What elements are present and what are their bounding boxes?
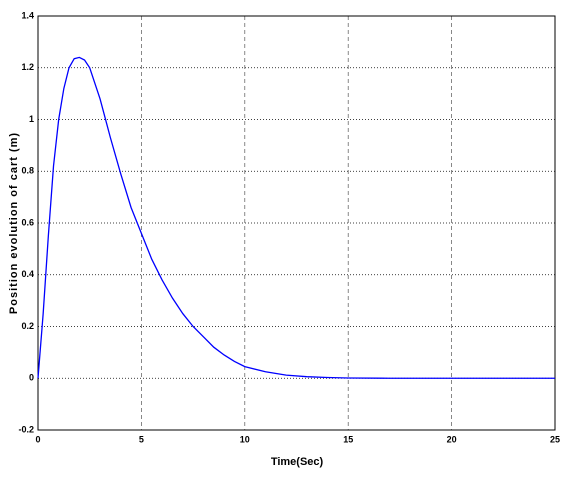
x-axis-label: Time(Sec) bbox=[271, 456, 324, 468]
y-tick-label: 0.6 bbox=[21, 217, 34, 227]
y-tick-label: 0.8 bbox=[21, 166, 34, 176]
y-tick-label: 1.2 bbox=[21, 62, 34, 72]
plot-frame bbox=[37, 15, 556, 431]
x-tick-label: 10 bbox=[240, 434, 250, 444]
y-tick-label: 1 bbox=[29, 114, 34, 124]
y-tick-label: -0.2 bbox=[18, 424, 34, 434]
x-tick-label: 20 bbox=[447, 434, 457, 444]
x-tick-label: 0 bbox=[35, 434, 40, 444]
y-axis-label: Position evolution of cart (m) bbox=[8, 132, 20, 314]
x-tick-label: 25 bbox=[550, 434, 560, 444]
x-tick-label: 5 bbox=[139, 434, 144, 444]
y-tick-label: 1.4 bbox=[21, 10, 34, 20]
y-tick-label: 0.2 bbox=[21, 321, 34, 331]
x-tick-label: 15 bbox=[343, 434, 353, 444]
data-line bbox=[37, 56, 555, 379]
y-tick-label: 0.4 bbox=[21, 269, 34, 279]
y-tick-label: 0 bbox=[29, 373, 34, 383]
